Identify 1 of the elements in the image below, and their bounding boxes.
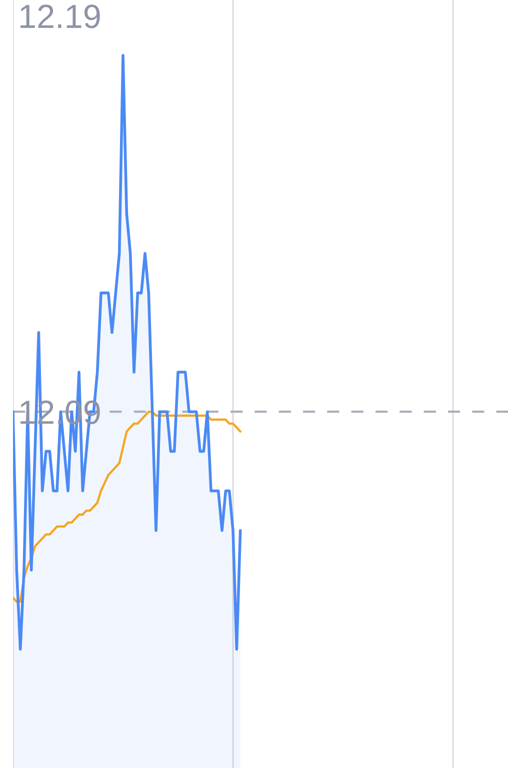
y-tick-label: 12.19: [20, 4, 100, 28]
